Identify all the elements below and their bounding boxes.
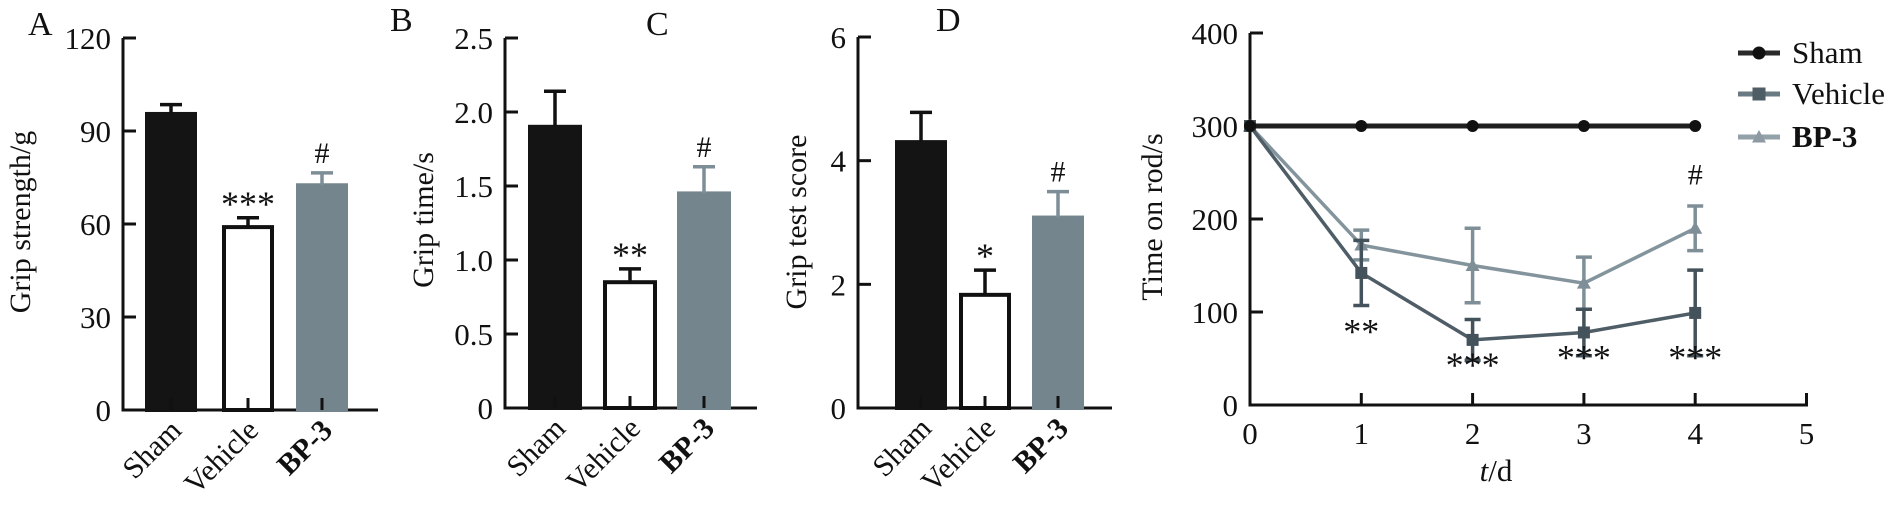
D-y-tick-label: 400 <box>1192 16 1239 51</box>
A-y-axis-label-group: Grip strength/g <box>4 131 37 313</box>
A-y-tick-label: 120 <box>65 21 112 56</box>
panel-label-a: A <box>28 6 53 43</box>
C-y-axis-label: Grip test score <box>780 135 813 310</box>
B-y-axis-label-group: Grip time/s <box>407 152 440 288</box>
C-category-label: Vehicle <box>915 412 1002 499</box>
D-y-tick-label: 300 <box>1192 109 1239 144</box>
D-y-tick-label: 0 <box>1223 388 1239 423</box>
B-y-tick-label: 0 <box>478 391 494 426</box>
A-y-tick-label: 60 <box>80 207 111 242</box>
D-x-tick-label: 5 <box>1799 416 1815 451</box>
C-significance-annotation: # <box>1051 156 1066 189</box>
D-significance-annotation: *** <box>1446 345 1500 385</box>
D-significance-annotation: # <box>1688 159 1703 192</box>
D-marker-vehicle <box>1577 326 1590 339</box>
C-y-tick-label: 6 <box>831 20 847 55</box>
D-marker-sham <box>1577 120 1590 132</box>
D-significance-annotation: *** <box>1668 338 1722 378</box>
legend-marker-vehicle <box>1752 87 1766 101</box>
D-marker-bp-3 <box>1688 221 1703 234</box>
A-y-tick-label: 90 <box>80 114 111 149</box>
D-marker-sham <box>1244 120 1256 132</box>
B-category-label: BP-3 <box>653 412 721 480</box>
C-significance-annotation: * <box>976 236 994 276</box>
C-bar-vehicle <box>959 292 1011 410</box>
B-category-label-group: Sham <box>500 412 572 484</box>
D-marker-sham <box>1355 120 1368 132</box>
C-bar-sham <box>895 140 947 410</box>
D-marker-bp-3 <box>1576 276 1591 289</box>
D-x-tick-label: 3 <box>1576 416 1592 451</box>
B-category-label: Vehicle <box>560 412 647 499</box>
B-y-tick-label: 0.5 <box>454 317 493 352</box>
D-x-tick-label: 0 <box>1242 416 1258 451</box>
A-category-label-group: Sham <box>116 414 188 486</box>
D-significance-annotation: ** <box>1343 312 1379 352</box>
C-y-axis-label-group: Grip test score <box>780 135 813 310</box>
B-y-tick-label: 1.0 <box>454 243 493 278</box>
D-x-tick-label: 2 <box>1465 416 1481 451</box>
B-bar-vehicle <box>603 280 657 411</box>
A-category-label: Vehicle <box>178 414 265 501</box>
B-bar-sham <box>528 124 582 411</box>
legend-label-vehicle: Vehicle <box>1792 76 1885 111</box>
B-category-label: Sham <box>500 412 572 484</box>
D-marker-sham <box>1466 120 1479 132</box>
D-marker-vehicle <box>1689 306 1702 319</box>
C-category-label: BP-3 <box>1007 412 1075 480</box>
A-y-tick-label: 30 <box>80 300 111 335</box>
A-significance-annotation: *** <box>221 184 275 224</box>
A-y-axis-label: Grip strength/g <box>4 131 37 313</box>
B-category-label-group: Vehicle <box>560 412 647 499</box>
C-y-tick-label: 2 <box>831 267 847 302</box>
D-marker-bp-3 <box>1465 258 1480 271</box>
B-bar-bp-3 <box>677 191 731 410</box>
B-category-label-group: BP-3 <box>653 412 721 480</box>
D-y-axis-label: Time on rod/s <box>1136 133 1169 300</box>
D-y-tick-label: 200 <box>1192 202 1239 237</box>
A-category-label-group: Vehicle <box>178 414 265 501</box>
panel-label-d: D <box>936 2 961 39</box>
legend-marker-bp-3 <box>1752 130 1766 143</box>
B-y-tick-label: 1.5 <box>454 169 493 204</box>
A-bar-sham <box>145 111 197 412</box>
D-x-tick-label: 1 <box>1354 416 1370 451</box>
D-y-tick-label: 100 <box>1192 295 1239 330</box>
B-significance-annotation: ** <box>612 235 648 275</box>
C-category-label-group: BP-3 <box>1007 412 1075 480</box>
C-y-tick-label: 0 <box>831 391 847 426</box>
A-category-label: Sham <box>116 414 188 486</box>
A-significance-annotation: # <box>315 137 330 170</box>
panel-label-b: B <box>390 2 413 39</box>
A-bar-vehicle <box>222 225 274 412</box>
A-category-label: BP-3 <box>271 414 339 482</box>
A-y-tick-label: 0 <box>96 393 112 428</box>
B-y-axis-label: Grip time/s <box>407 152 440 288</box>
D-y-axis-label-group: Time on rod/s <box>1136 133 1169 300</box>
C-category-label-group: Vehicle <box>915 412 1002 499</box>
A-bar-bp-3 <box>296 183 348 412</box>
D-significance-annotation: *** <box>1557 338 1611 378</box>
D-x-axis-label: t/d <box>1480 453 1513 488</box>
B-significance-annotation: # <box>697 131 712 164</box>
D-marker-vehicle <box>1466 333 1479 346</box>
C-y-tick-label: 4 <box>831 144 847 179</box>
A-category-label-group: BP-3 <box>271 414 339 482</box>
D-marker-vehicle <box>1355 266 1368 279</box>
legend-label-bp-3: BP-3 <box>1792 119 1857 154</box>
B-y-tick-label: 2.5 <box>454 21 493 56</box>
B-y-tick-label: 2.0 <box>454 95 493 130</box>
panel-label-c: C <box>646 6 669 43</box>
legend-label-sham: Sham <box>1792 35 1863 70</box>
D-marker-sham <box>1689 120 1702 132</box>
legend-marker-sham <box>1752 46 1766 60</box>
C-bar-bp-3 <box>1032 215 1084 410</box>
D-x-tick-label: 4 <box>1687 416 1703 451</box>
